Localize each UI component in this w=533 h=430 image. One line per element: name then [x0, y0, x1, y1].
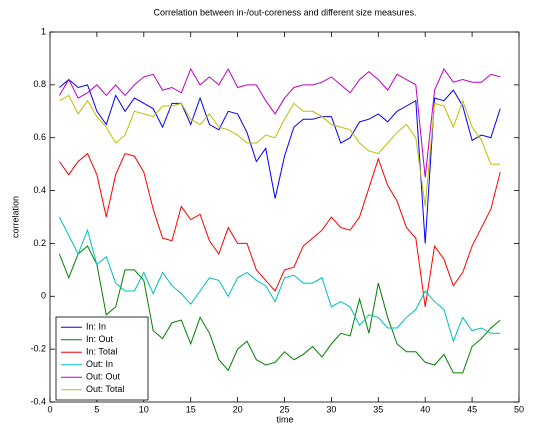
y-tick-label: 0.8 — [33, 79, 46, 89]
series-line — [58, 245, 501, 374]
legend-label: Out: Total — [86, 384, 124, 394]
x-tick-label: 0 — [47, 404, 52, 414]
legend-box — [55, 316, 149, 401]
x-tick-label: 35 — [373, 404, 383, 414]
y-tick-label: -0.2 — [30, 344, 46, 354]
series-line — [59, 78, 501, 244]
y-tick-label: -0.4 — [30, 396, 46, 406]
chart-title: Correlation between in-/out-coreness and… — [154, 7, 417, 17]
y-tick-label: 0.6 — [33, 132, 46, 142]
y-tick-label: 1 — [41, 26, 46, 36]
legend-label: In: In — [86, 322, 106, 332]
series-line — [59, 94, 501, 207]
x-tick-label: 30 — [326, 404, 336, 414]
legend-label: In: Out — [86, 334, 114, 344]
legend-label: Out: In — [86, 359, 113, 369]
y-tick-label: 0.4 — [33, 185, 46, 195]
x-tick-label: 15 — [186, 404, 196, 414]
x-axis-label: time — [276, 414, 293, 424]
x-tick-label: 5 — [94, 404, 99, 414]
y-tick-label: 0 — [41, 291, 46, 301]
y-tick-label: 0.2 — [33, 238, 46, 248]
series-line — [58, 216, 501, 343]
series-line — [58, 67, 501, 178]
x-tick-label: 45 — [467, 404, 477, 414]
legend-label: In: Total — [86, 347, 117, 357]
x-tick-label: 40 — [420, 404, 430, 414]
x-tick-label: 10 — [139, 404, 149, 414]
x-tick-label: 20 — [233, 404, 243, 414]
y-axis-label: correlation — [10, 196, 20, 238]
legend-label: Out: Out — [86, 372, 121, 382]
series-line — [58, 152, 501, 307]
x-tick-label: 50 — [514, 404, 524, 414]
x-tick-label: 25 — [279, 404, 289, 414]
